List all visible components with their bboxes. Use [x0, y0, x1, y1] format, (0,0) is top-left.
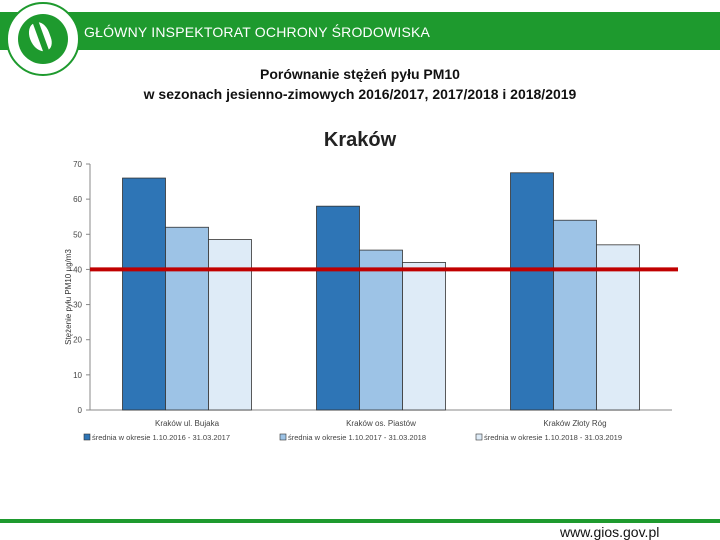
- footer-url[interactable]: www.gios.gov.pl: [560, 524, 660, 540]
- legend-label: średnia w okresie 1.10.2018 - 31.03.2019: [484, 433, 622, 442]
- bar: [122, 177, 166, 411]
- bar: [553, 219, 597, 411]
- y-tick-label: 10: [73, 371, 82, 380]
- y-tick-label: 0: [78, 406, 83, 415]
- x-tick-label: Kraków os. Piastów: [346, 419, 416, 428]
- legend-swatch: [475, 433, 483, 441]
- gios-logo: [6, 2, 80, 76]
- bar: [510, 172, 554, 411]
- y-tick-label: 50: [73, 230, 82, 239]
- header-title: GŁÓWNY INSPEKTORAT OCHRONY ŚRODOWISKA: [84, 24, 431, 40]
- bar: [402, 261, 446, 411]
- bar: [208, 239, 252, 411]
- x-tick-label: Kraków Złoty Róg: [543, 419, 606, 428]
- legend-label: średnia w okresie 1.10.2016 - 31.03.2017: [92, 433, 230, 442]
- y-tick-label: 70: [73, 160, 82, 169]
- y-axis-label: Stężenie pyłu PM10 µg/m3: [64, 249, 73, 345]
- legend-swatch: [83, 433, 91, 441]
- bar: [165, 226, 209, 411]
- bar-chart: 0 10 20 30 40 50 60 70 Stężenie pyłu PM10 µg/m3 K…: [64, 160, 678, 442]
- bar: [316, 205, 360, 411]
- legend-swatch: [279, 433, 287, 441]
- y-tick-label: 60: [73, 195, 82, 204]
- bar: [359, 249, 403, 411]
- bar: [596, 244, 640, 411]
- header-bar: [0, 12, 720, 50]
- legend-label: średnia w okresie 1.10.2017 - 31.03.2018: [288, 433, 426, 442]
- slide-title-line2: w sezonach jesienno-zimowych 2016/2017, …: [143, 86, 577, 102]
- footer-bar: [0, 519, 720, 523]
- y-tick-label: 30: [73, 301, 82, 310]
- chart-title: Kraków: [323, 129, 397, 151]
- y-tick-label: 20: [73, 336, 82, 345]
- slide-title-line1: Porównanie stężeń pyłu PM10: [260, 66, 460, 82]
- y-tick-label: 40: [73, 265, 82, 274]
- x-tick-label: Kraków ul. Bujaka: [155, 419, 220, 428]
